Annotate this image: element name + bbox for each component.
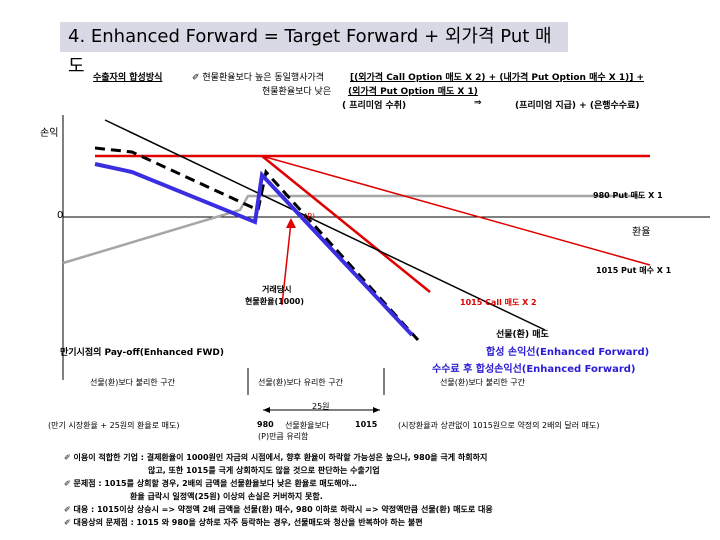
contract-label-2: 현물환율(1000) [245,296,304,307]
put-buy-1015-line [262,156,650,265]
y-axis-label: 손익 [40,124,58,139]
note-6: ✐ 대응상의 문제점 : 1015 와 980을 상하로 자주 등락하는 경우,… [64,517,423,528]
contract-arrow-head [286,218,296,228]
after-fee-synthetic-label: 수수료 후 합성손익선(Enhanced Forward) [432,360,636,375]
note-4: 환율 급락시 일정액(25원) 이상의 손실은 커버하지 못함. [130,491,323,502]
synthetic-payoff-line [95,164,412,335]
p-mark-label: (P) [304,212,315,221]
gap-label: 25원 [312,401,330,412]
call-sell-1015-line [262,156,430,292]
call-sell-label: 1015 Call 매도 X 2 [460,297,537,308]
put-sell-label: 980 Put 매도 X 1 [593,190,663,201]
note-1: ✐ 이용이 적합한 기업 : 결제환율이 1000원인 자금의 시점에서, 향후… [64,452,487,463]
zone-favorable: 선물(환)보다 유리한 구간 [258,377,343,388]
x-axis-label: 환율 [632,223,650,238]
gap-arrow-head-right [373,407,380,413]
bottom-left-note: (만기 시장환율 + 25원의 환율로 매도) [48,420,180,431]
note-2: 않고, 또한 1015를 극게 상회하지도 않을 것으로 판단하는 수출기업 [148,465,380,476]
synthetic-label: 합성 손익선(Enhanced Forward) [486,343,649,358]
payoff-heading: 만기시점의 Pay-off(Enhanced FWD) [60,345,224,358]
gap-arrow-head-left [263,407,270,413]
contract-label-1: 거래당시 [262,284,291,295]
note-3: ✐ 문제점 : 1015를 상회할 경우, 2배의 금액을 선물환율보다 낮은 … [64,478,357,489]
zone-unfavorable-right: 선물(환)보다 불리한 구간 [440,377,525,388]
bottom-mid-note: 선물환율보다 [285,420,329,431]
note-5: ✐ 대응 : 1015이상 상승시 => 약정액 2배 금액을 선물(환) 매수… [64,504,493,515]
put-buy-label: 1015 Put 매수 X 1 [596,265,671,276]
zero-label: 0 [57,210,63,221]
bottom-mid-note-2: (P)만큼 유리함 [258,431,308,442]
forward-sell-label: 선물(환) 매도 [496,327,549,340]
strike-980-label: 980 [257,420,274,429]
zone-unfavorable-left: 선물(환)보다 불리한 구간 [90,377,175,388]
strike-1015-label: 1015 [355,420,377,429]
bottom-right-note: (시장환율과 상관없이 1015원으로 약정의 2배의 달러 매도) [398,420,600,431]
